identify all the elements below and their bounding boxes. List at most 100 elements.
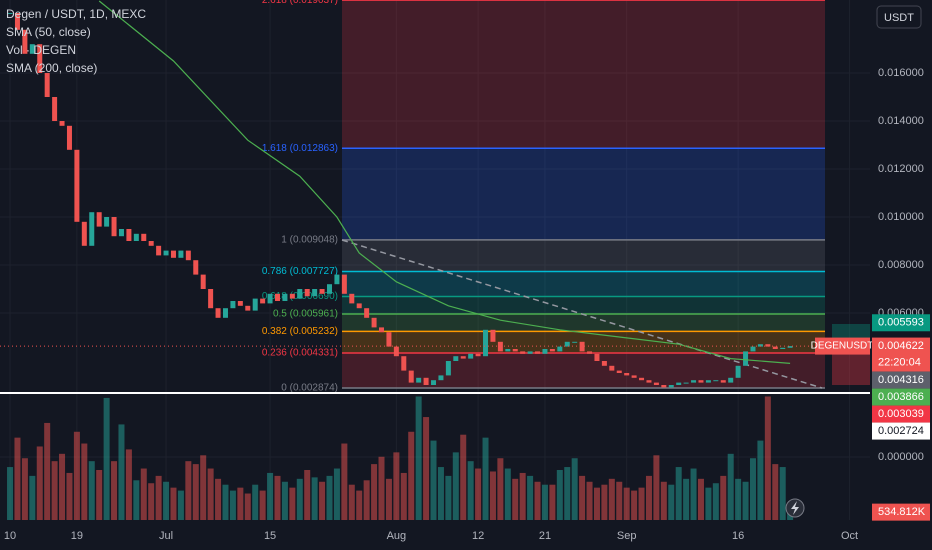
volume-bar bbox=[44, 422, 51, 520]
candle bbox=[96, 212, 102, 227]
volume-bar bbox=[504, 468, 511, 520]
candle bbox=[215, 308, 221, 318]
candle bbox=[757, 344, 763, 347]
price-axis bbox=[870, 0, 932, 550]
y-tick-label: 0.008000 bbox=[878, 259, 924, 271]
volume-bar bbox=[7, 467, 14, 520]
volume-bar bbox=[229, 490, 236, 520]
price-labels: DEGENUSDT 0.005593 0.004622 22:20:04 0.00431… bbox=[0, 314, 930, 521]
candle bbox=[557, 346, 563, 352]
candle bbox=[616, 370, 622, 374]
volume-bar bbox=[772, 464, 779, 520]
fib-label: 1.618 (0.012863) bbox=[262, 143, 338, 154]
volume-bar bbox=[319, 481, 326, 520]
volume-bar bbox=[779, 467, 786, 520]
volume-bar bbox=[59, 453, 66, 520]
candle bbox=[408, 370, 414, 383]
volume-bar bbox=[668, 484, 675, 520]
volume-bar bbox=[51, 461, 58, 520]
volume-bar bbox=[549, 484, 556, 520]
candle bbox=[750, 346, 756, 352]
x-tick-label: 21 bbox=[539, 530, 551, 542]
volume-bar bbox=[185, 461, 192, 520]
candle bbox=[416, 377, 422, 383]
x-tick-label: 15 bbox=[264, 530, 276, 542]
candle bbox=[200, 274, 206, 290]
volume-bar bbox=[304, 470, 311, 520]
candle bbox=[535, 351, 541, 354]
candle bbox=[468, 353, 474, 359]
volume-bar bbox=[311, 477, 318, 520]
fib-label: 0.5 (0.005961) bbox=[273, 309, 338, 320]
y-tick-label: 0.000000 bbox=[878, 451, 924, 463]
volume-bar bbox=[690, 468, 697, 520]
volume bbox=[7, 396, 794, 520]
volume-bar bbox=[200, 455, 207, 520]
volume-bar bbox=[163, 481, 170, 520]
volume-bar bbox=[593, 487, 600, 520]
fib-zone bbox=[342, 148, 825, 240]
candle bbox=[349, 293, 355, 304]
volume-bar bbox=[111, 461, 118, 520]
x-tick-label: Aug bbox=[387, 530, 407, 542]
candle bbox=[341, 274, 347, 294]
sma bbox=[98, 0, 791, 364]
trend-line bbox=[341, 239, 823, 389]
candle bbox=[453, 356, 459, 362]
volume-bar bbox=[192, 464, 199, 520]
volume-bar bbox=[727, 453, 734, 520]
volume-bar bbox=[430, 440, 437, 520]
price-label: 0.003866 bbox=[878, 391, 924, 403]
legend-entry: SMA (200, close) bbox=[6, 61, 97, 75]
volume-bar bbox=[215, 478, 222, 520]
volume-bar bbox=[21, 458, 28, 520]
candle bbox=[163, 250, 169, 256]
volume-bar bbox=[133, 480, 140, 520]
candle bbox=[698, 380, 704, 383]
price-label: 0.002724 bbox=[878, 425, 924, 437]
volume-bar bbox=[222, 484, 229, 520]
time-axis bbox=[0, 520, 932, 550]
candle bbox=[624, 373, 630, 376]
volume-bar bbox=[705, 487, 712, 520]
currency[interactable]: USDT bbox=[884, 12, 914, 24]
candle bbox=[646, 380, 652, 383]
candle bbox=[74, 149, 80, 222]
candle bbox=[735, 365, 741, 378]
volume-bar bbox=[586, 481, 593, 520]
candle bbox=[274, 293, 280, 302]
x-tick-label: Oct bbox=[841, 530, 858, 542]
candle bbox=[111, 217, 117, 237]
volume-bar bbox=[378, 456, 385, 520]
volume-bar bbox=[125, 449, 132, 520]
volume-bar bbox=[452, 452, 459, 520]
volume-bar bbox=[140, 468, 147, 520]
fib-label: 0.786 (0.007727) bbox=[262, 266, 338, 277]
currency-button[interactable] bbox=[876, 5, 922, 29]
volume-bar bbox=[237, 487, 244, 520]
fib-label: 0.382 (0.005232) bbox=[262, 326, 338, 337]
candle bbox=[527, 351, 533, 354]
volume-bar bbox=[623, 487, 630, 520]
candle bbox=[22, 29, 28, 54]
candle bbox=[118, 229, 124, 237]
candle bbox=[676, 382, 682, 386]
volume-label: 534.812K bbox=[878, 506, 926, 518]
candle bbox=[386, 332, 392, 347]
volume-bar bbox=[437, 467, 444, 520]
volume-bar bbox=[289, 487, 296, 520]
volume-bar bbox=[579, 475, 586, 520]
candle bbox=[170, 250, 176, 258]
price-label-box bbox=[872, 422, 930, 440]
volume-bar bbox=[96, 470, 103, 520]
candle bbox=[631, 375, 637, 378]
volume-bar bbox=[720, 475, 727, 520]
volume-bar bbox=[259, 490, 266, 520]
candle bbox=[720, 380, 726, 383]
candle bbox=[297, 289, 303, 299]
candle bbox=[104, 217, 110, 227]
volume-bar bbox=[363, 480, 370, 520]
volume-bar bbox=[497, 458, 504, 520]
x-tick-label: Jul bbox=[159, 530, 173, 542]
